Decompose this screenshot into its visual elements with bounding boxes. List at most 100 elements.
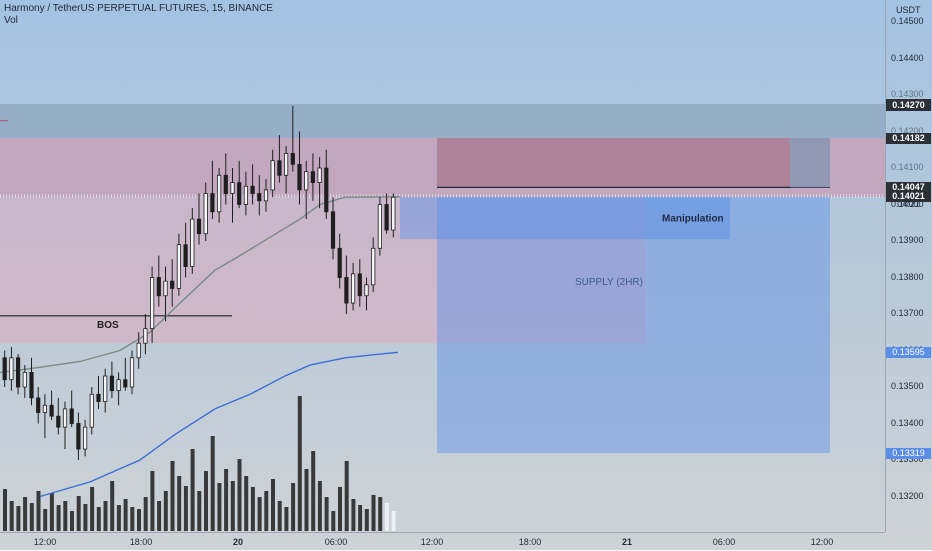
candle — [263, 178, 269, 212]
volume-bar — [250, 487, 255, 531]
volume-bar — [384, 503, 389, 531]
supply-label: SUPPLY (2HR) — [575, 277, 643, 288]
candle-body — [9, 357, 14, 381]
candle-body — [270, 160, 275, 191]
candle — [377, 197, 383, 256]
candle — [317, 157, 322, 209]
candle — [350, 262, 356, 311]
candle — [2, 350, 7, 387]
volume-bar — [351, 499, 356, 531]
candle-body — [49, 404, 54, 417]
candle — [330, 197, 336, 260]
candle-body — [277, 160, 282, 176]
zones-layer — [0, 104, 885, 454]
plot-area[interactable]: BOS Manipulation SUPPLY (2HR) — [0, 0, 885, 532]
volume-bar — [103, 501, 108, 531]
time-tick: 12:00 — [810, 537, 834, 547]
candle — [277, 135, 282, 183]
candle — [83, 419, 88, 457]
candle — [237, 160, 242, 209]
supply-zone-body — [0, 196, 645, 344]
candle-body — [29, 371, 34, 399]
candle — [216, 168, 222, 223]
candle-body — [103, 375, 108, 402]
price-tick: 0.13500 — [891, 381, 924, 391]
chart-title: Harmony / TetherUS PERPETUAL FUTURES, 15… — [4, 3, 273, 14]
labels-layer: BOS Manipulation SUPPLY (2HR) — [97, 213, 724, 331]
candle — [69, 390, 74, 428]
candle-body — [176, 244, 181, 289]
candle — [149, 266, 155, 344]
candle — [123, 357, 128, 391]
candle-body — [15, 357, 21, 388]
price-badge: 0.13595 — [886, 346, 931, 358]
candle — [136, 332, 141, 369]
ma-blue-line — [39, 351, 399, 498]
volume-indicator-label[interactable]: Vol — [4, 15, 18, 26]
projection-box — [437, 196, 830, 454]
candle — [391, 193, 396, 238]
candle — [129, 350, 135, 395]
candle — [357, 259, 362, 307]
volume-bar — [257, 497, 262, 531]
volume-bar — [284, 507, 289, 531]
candle — [143, 314, 148, 355]
candle-body — [56, 415, 61, 428]
volume-bar — [317, 481, 322, 531]
price-tick: 0.13300 — [891, 454, 924, 464]
candle-body — [357, 273, 362, 297]
candle — [183, 222, 188, 278]
manipulation-box — [400, 196, 730, 240]
candle-body — [330, 211, 336, 249]
volume-bar — [29, 503, 34, 531]
candle — [163, 266, 168, 322]
candle-body — [230, 182, 235, 194]
candle-body — [377, 204, 383, 249]
volume-bar — [197, 491, 202, 531]
candle-body — [364, 284, 369, 297]
candle — [170, 259, 175, 307]
time-tick: 06:00 — [712, 537, 736, 547]
price-tick: 0.14000 — [891, 198, 924, 209]
candle-body — [196, 218, 202, 235]
volume-bar — [371, 495, 376, 531]
price-tick: 0.13800 — [891, 271, 924, 282]
volume-bar — [36, 491, 41, 531]
time-axis[interactable]: 12:00 18:00 20 06:00 12:00 18:00 21 06:00 12:00 — [0, 532, 885, 551]
volume-bar — [291, 483, 296, 531]
candle — [176, 233, 181, 296]
volume-bar — [70, 511, 74, 531]
volume-bar — [311, 451, 316, 531]
volume-bar — [204, 471, 208, 531]
candle — [310, 153, 316, 201]
price-tick: 0.14400 — [891, 52, 924, 63]
price-tick: 0.14500 — [891, 16, 924, 26]
volume-bar — [391, 511, 396, 531]
time-tick: 21 — [621, 537, 633, 547]
volume-bar — [49, 493, 54, 531]
price-tick: 0.13400 — [891, 417, 924, 428]
price-badge: 0.14182 — [886, 132, 931, 144]
volume-bar — [150, 471, 155, 531]
candle-body — [89, 393, 94, 428]
price-badge: 0.13319 — [886, 447, 931, 459]
volume-bar — [364, 509, 369, 531]
candle — [270, 149, 275, 198]
volume-bar — [344, 461, 349, 531]
price-tick: 0.13900 — [891, 235, 924, 245]
volume-bar — [16, 506, 21, 531]
candle-body — [297, 163, 302, 191]
price-tick: 0.14200 — [891, 125, 924, 136]
candle — [324, 149, 329, 220]
candle — [344, 255, 349, 314]
volume-bar — [123, 499, 128, 531]
candle-body — [42, 404, 48, 413]
candle — [243, 171, 248, 216]
candle-body — [156, 277, 161, 297]
volume-bar — [190, 449, 195, 531]
candle-body — [304, 171, 309, 191]
candle-body — [216, 174, 222, 213]
candle — [96, 376, 101, 409]
time-tick: 12:00 — [33, 537, 57, 547]
candle-body — [257, 193, 262, 202]
